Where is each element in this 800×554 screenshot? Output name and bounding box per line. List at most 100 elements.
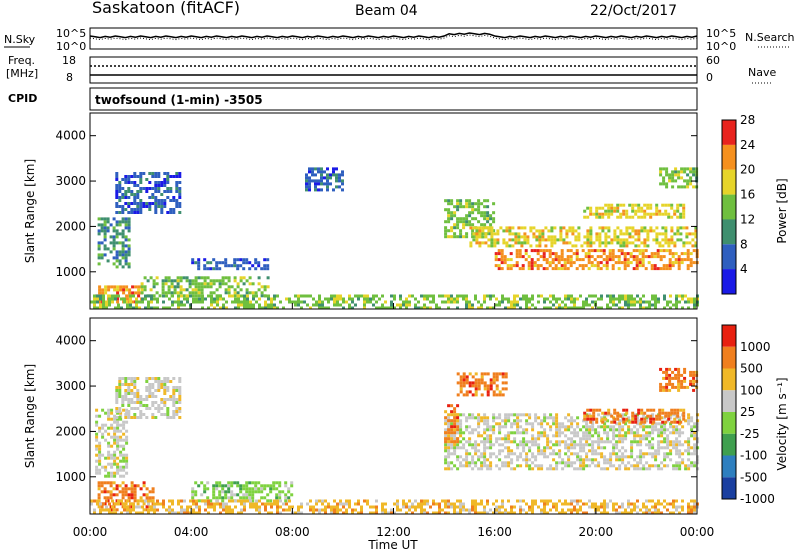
heatmap-cell xyxy=(577,232,581,236)
heatmap-cell xyxy=(195,505,198,509)
heatmap-cell xyxy=(588,505,591,509)
heatmap-cell xyxy=(552,458,556,462)
heatmap-cell xyxy=(543,502,546,506)
heatmap-cell xyxy=(489,297,492,301)
heatmap-cell xyxy=(654,425,658,429)
heatmap-cell xyxy=(127,265,131,269)
heatmap-cell xyxy=(166,380,170,383)
heatmap-cell xyxy=(501,499,504,503)
heatmap-cell xyxy=(444,467,448,471)
heatmap-cell xyxy=(172,199,176,202)
heatmap-cell xyxy=(130,398,134,401)
heatmap-cell xyxy=(203,267,207,271)
heatmap-cell xyxy=(559,226,563,230)
heatmap-cell xyxy=(116,465,120,469)
heatmap-cell xyxy=(384,508,387,512)
x-tick-label: 20:00 xyxy=(579,525,614,539)
heatmap-cell xyxy=(690,499,693,503)
heatmap-cell xyxy=(133,487,137,491)
heatmap-cell xyxy=(102,502,105,506)
heatmap-cell xyxy=(603,511,606,515)
heatmap-cell xyxy=(516,499,519,503)
heatmap-cell xyxy=(107,432,111,436)
heatmap-cell xyxy=(507,437,511,441)
heatmap-cell xyxy=(97,241,101,245)
heatmap-cell xyxy=(138,300,141,304)
heatmap-cell xyxy=(554,252,558,256)
heatmap-cell xyxy=(99,508,102,512)
heatmap-cell xyxy=(582,449,586,453)
heatmap-cell xyxy=(533,264,537,268)
heatmap-cell xyxy=(133,196,137,199)
heatmap-cell xyxy=(604,203,608,207)
heatmap-cell xyxy=(573,306,576,310)
heatmap-cell xyxy=(180,511,183,515)
heatmap-cell xyxy=(478,229,482,233)
heatmap-cell xyxy=(471,223,475,227)
heatmap-cell xyxy=(681,461,685,465)
heatmap-cell xyxy=(218,481,222,485)
heatmap-cell xyxy=(513,303,516,307)
heatmap-cell xyxy=(531,452,535,456)
heatmap-cell xyxy=(147,502,150,506)
heatmap-cell xyxy=(525,297,528,301)
heatmap-cell xyxy=(606,502,609,506)
colorbar-tick-label: 1000 xyxy=(740,340,771,354)
heatmap-cell xyxy=(631,411,635,415)
heatmap-cell xyxy=(674,258,678,262)
heatmap-cell xyxy=(588,431,592,435)
heatmap-cell xyxy=(480,303,483,307)
heatmap-cell xyxy=(672,467,676,471)
heatmap-cell xyxy=(246,306,249,310)
heatmap-cell xyxy=(549,306,552,310)
heatmap-cell xyxy=(507,461,511,465)
heatmap-cell xyxy=(251,496,255,500)
heatmap-cell xyxy=(567,306,570,310)
heatmap-cell xyxy=(498,372,502,376)
heatmap-cell xyxy=(636,499,639,503)
heatmap-cell xyxy=(659,385,663,389)
heatmap-cell xyxy=(288,499,291,503)
heatmap-cell xyxy=(474,387,478,391)
heatmap-cell xyxy=(124,493,128,497)
heatmap-cell xyxy=(595,238,599,242)
heatmap-cell xyxy=(189,294,192,298)
heatmap-cell xyxy=(471,413,475,417)
heatmap-cell xyxy=(366,300,369,304)
heatmap-cell xyxy=(672,505,675,509)
heatmap-cell xyxy=(555,422,559,426)
heatmap-cell xyxy=(510,300,513,304)
heatmap-cell xyxy=(528,449,532,453)
heatmap-cell xyxy=(327,300,330,304)
heatmap-cell xyxy=(554,267,558,271)
heatmap-cell xyxy=(444,422,448,426)
colorbar-tick-label: -100 xyxy=(740,449,767,463)
heatmap-cell xyxy=(471,431,475,435)
heatmap-cell xyxy=(645,300,648,304)
heatmap-cell xyxy=(618,431,622,435)
heatmap-cell xyxy=(495,372,499,376)
heatmap-cell xyxy=(178,205,182,208)
heatmap-cell xyxy=(651,452,655,456)
heatmap-cell xyxy=(563,264,567,268)
heatmap-cell xyxy=(101,291,105,295)
heatmap-cell xyxy=(475,229,479,233)
heatmap-cell xyxy=(273,303,276,307)
colorbar-tick-label: 8 xyxy=(740,237,748,251)
heatmap-cell xyxy=(109,493,113,497)
heatmap-cell xyxy=(366,499,369,503)
heatmap-cell xyxy=(658,417,662,421)
heatmap-cell xyxy=(121,490,125,494)
heatmap-cell xyxy=(665,249,669,253)
heatmap-cell xyxy=(501,387,505,391)
heatmap-cell xyxy=(495,387,499,391)
heatmap-cell xyxy=(666,446,670,450)
heatmap-cell xyxy=(153,306,156,310)
heatmap-cell xyxy=(330,294,333,298)
heatmap-cell xyxy=(576,443,580,447)
heatmap-cell xyxy=(510,303,513,307)
heatmap-cell xyxy=(492,511,495,515)
heatmap-cell xyxy=(110,471,114,475)
heatmap-cell xyxy=(648,511,651,515)
heatmap-cell xyxy=(107,456,111,460)
